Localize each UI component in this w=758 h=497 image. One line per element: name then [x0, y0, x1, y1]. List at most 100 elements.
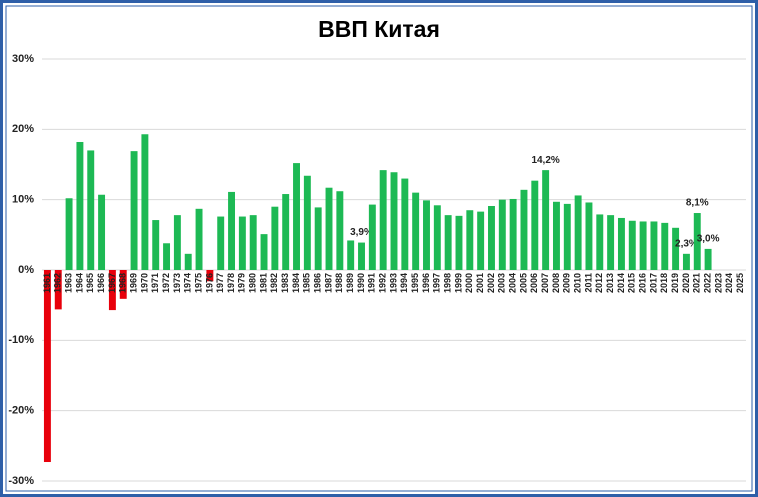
bar: [43, 270, 51, 463]
bar: [195, 208, 203, 270]
x-tick-label: 1990: [356, 273, 366, 293]
x-tick-label: 2016: [637, 273, 647, 293]
x-tick-label: 1985: [302, 273, 312, 293]
y-tick-label: 20%: [12, 123, 34, 135]
bar: [585, 202, 593, 270]
x-tick-label: 1973: [172, 273, 182, 293]
bar: [520, 189, 528, 270]
x-tick-label: 1976: [204, 273, 214, 293]
bar: [574, 195, 582, 270]
x-tick-label: 2005: [518, 273, 528, 293]
x-tick-label: 2012: [594, 273, 604, 293]
bar: [509, 198, 517, 270]
bar: [130, 151, 138, 270]
y-tick-label: -30%: [8, 475, 34, 487]
bar: [368, 204, 376, 270]
y-tick-label: 10%: [12, 194, 34, 206]
bar: [552, 201, 560, 270]
x-tick-label: 2008: [551, 273, 561, 293]
bar: [271, 206, 279, 270]
x-tick-label: 1978: [226, 273, 236, 293]
x-tick-label: 1995: [410, 273, 420, 293]
value-label: 14,2%: [531, 155, 559, 166]
x-tick-label: 1986: [313, 273, 323, 293]
bar: [672, 227, 680, 270]
bar: [238, 216, 246, 270]
x-tick-label: 1967: [107, 273, 117, 293]
bar: [488, 205, 495, 270]
bar: [563, 203, 571, 270]
bar: [412, 192, 420, 270]
bar: [650, 221, 658, 270]
bar: [141, 134, 149, 270]
x-tick-label: 1993: [388, 273, 398, 293]
x-tick-label: 2004: [508, 273, 518, 293]
chart-title: ВВП Китая: [318, 16, 440, 42]
x-tick-label: 2011: [583, 273, 593, 293]
x-tick-label: 1980: [248, 273, 258, 293]
bar: [477, 211, 485, 270]
bar: [423, 200, 430, 270]
value-label: 3,9%: [350, 227, 373, 238]
bar: [347, 240, 355, 270]
bar: [54, 270, 62, 310]
x-tick-label: 1979: [237, 273, 247, 293]
bar: [314, 207, 322, 270]
y-tick-label: 0%: [18, 264, 34, 276]
x-tick-label: 2024: [724, 273, 734, 293]
x-tick-label: 2009: [562, 273, 572, 293]
x-tick-label: 2010: [572, 273, 582, 293]
x-tick-label: 1992: [378, 273, 388, 293]
bar: [401, 178, 409, 270]
x-tick-label: 1987: [323, 273, 333, 293]
x-tick-label: 1966: [96, 273, 106, 293]
x-tick-label: 1971: [150, 273, 160, 293]
x-tick-label: 1968: [118, 273, 128, 293]
bar: [444, 215, 452, 270]
x-tick-label: 2025: [735, 273, 745, 293]
bar: [336, 191, 344, 270]
bar: [98, 194, 106, 270]
bar: [152, 220, 160, 270]
x-tick-label: 2017: [648, 273, 658, 293]
y-tick-label: 30%: [12, 53, 34, 65]
x-tick-label: 1984: [291, 273, 301, 293]
y-tick-label: -20%: [8, 405, 34, 417]
bar: [87, 150, 95, 270]
bar: [661, 222, 669, 270]
bar: [108, 270, 116, 311]
bar: [119, 270, 127, 299]
bar: [542, 170, 550, 270]
bar: [65, 198, 73, 270]
x-tick-label: 2018: [659, 273, 669, 293]
x-tick-label: 1997: [432, 273, 442, 293]
bar: [596, 214, 604, 270]
bar: [303, 175, 311, 270]
bar: [693, 213, 701, 270]
x-tick-label: 2000: [464, 273, 474, 293]
y-tick-label: -10%: [8, 334, 34, 346]
bar: [325, 187, 333, 270]
value-label: 2,3%: [675, 238, 698, 249]
x-tick-label: 1969: [128, 273, 138, 293]
bar: [249, 215, 257, 270]
x-tick-label: 1981: [258, 273, 268, 293]
bar: [433, 205, 441, 270]
bar: [228, 191, 236, 270]
x-tick-label: 2001: [475, 273, 485, 293]
x-tick-label: 1970: [139, 273, 149, 293]
x-tick-label: 1977: [215, 273, 225, 293]
x-tick-label: 1991: [367, 273, 377, 293]
bar: [704, 248, 712, 270]
bar: [639, 221, 647, 270]
x-tick-label: 2020: [681, 273, 691, 293]
x-tick-label: 2007: [540, 273, 550, 293]
x-tick-label: 1998: [443, 273, 453, 293]
x-tick-label: 2023: [713, 273, 723, 293]
bar: [682, 253, 690, 270]
x-tick-label: 1975: [193, 273, 203, 293]
x-tick-label: 1996: [421, 273, 431, 293]
x-tick-label: 2006: [529, 273, 539, 293]
